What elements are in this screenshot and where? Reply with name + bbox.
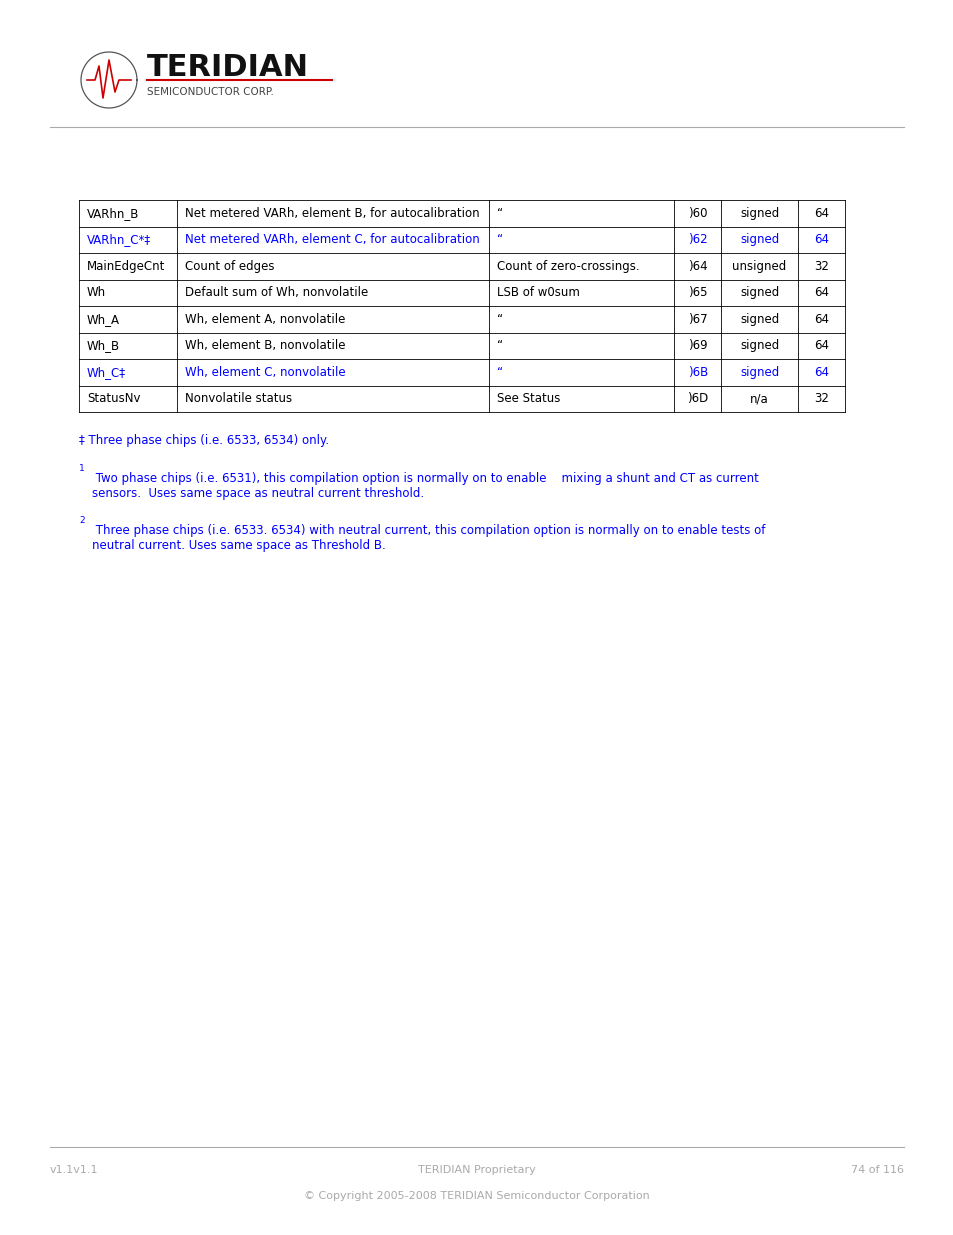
Text: signed: signed	[740, 366, 779, 379]
Text: signed: signed	[740, 340, 779, 352]
Text: Wh_C‡: Wh_C‡	[87, 366, 126, 379]
Text: © Copyright 2005-2008 TERIDIAN Semiconductor Corporation: © Copyright 2005-2008 TERIDIAN Semicondu…	[304, 1191, 649, 1200]
Text: Nonvolatile status: Nonvolatile status	[185, 393, 292, 405]
Text: StatusNv: StatusNv	[87, 393, 140, 405]
Text: ‡ Three phase chips (i.e. 6533, 6534) only.: ‡ Three phase chips (i.e. 6533, 6534) on…	[79, 433, 329, 447]
Text: )69: )69	[687, 340, 707, 352]
Text: )6B: )6B	[687, 366, 707, 379]
Text: Wh_B: Wh_B	[87, 340, 120, 352]
Text: )6D: )6D	[686, 393, 708, 405]
Text: Count of zero-crossings.: Count of zero-crossings.	[497, 259, 639, 273]
Text: Three phase chips (i.e. 6533. 6534) with neutral current, this compilation optio: Three phase chips (i.e. 6533. 6534) with…	[91, 524, 764, 552]
Text: TERIDIAN: TERIDIAN	[147, 53, 309, 83]
Text: See Status: See Status	[497, 393, 559, 405]
Text: )64: )64	[687, 259, 707, 273]
Text: Wh: Wh	[87, 287, 106, 299]
Text: 64: 64	[813, 366, 828, 379]
Text: signed: signed	[740, 233, 779, 246]
Text: Net metered VARh, element B, for autocalibration: Net metered VARh, element B, for autocal…	[185, 206, 478, 220]
Text: 64: 64	[813, 287, 828, 299]
Text: Wh_A: Wh_A	[87, 312, 120, 326]
Text: “: “	[497, 312, 502, 326]
Text: LSB of w0sum: LSB of w0sum	[497, 287, 578, 299]
Text: 32: 32	[813, 393, 828, 405]
Text: “: “	[497, 206, 502, 220]
Text: “: “	[497, 233, 502, 246]
Text: “: “	[497, 340, 502, 352]
Text: 1: 1	[79, 464, 85, 473]
Text: n/a: n/a	[749, 393, 768, 405]
Text: 64: 64	[813, 233, 828, 246]
Text: )60: )60	[687, 206, 707, 220]
Text: Wh, element B, nonvolatile: Wh, element B, nonvolatile	[185, 340, 345, 352]
Text: v1.1v1.1: v1.1v1.1	[50, 1165, 98, 1174]
Text: 2: 2	[79, 516, 85, 525]
Text: Wh, element C, nonvolatile: Wh, element C, nonvolatile	[185, 366, 345, 379]
Text: SEMICONDUCTOR CORP.: SEMICONDUCTOR CORP.	[147, 86, 274, 98]
Text: 64: 64	[813, 340, 828, 352]
Text: signed: signed	[740, 312, 779, 326]
Text: signed: signed	[740, 287, 779, 299]
Text: Wh, element A, nonvolatile: Wh, element A, nonvolatile	[185, 312, 345, 326]
Text: Count of edges: Count of edges	[185, 259, 274, 273]
Text: 64: 64	[813, 312, 828, 326]
Text: TERIDIAN Proprietary: TERIDIAN Proprietary	[417, 1165, 536, 1174]
Text: 74 of 116: 74 of 116	[850, 1165, 903, 1174]
Text: Two phase chips (i.e. 6531), this compilation option is normally on to enable   : Two phase chips (i.e. 6531), this compil…	[91, 472, 758, 500]
Text: MainEdgeCnt: MainEdgeCnt	[87, 259, 165, 273]
Text: VARhn_B: VARhn_B	[87, 206, 139, 220]
Text: 64: 64	[813, 206, 828, 220]
Text: )65: )65	[687, 287, 707, 299]
Text: )67: )67	[687, 312, 707, 326]
Text: )62: )62	[687, 233, 707, 246]
Text: VARhn_C*‡: VARhn_C*‡	[87, 233, 151, 246]
Text: Default sum of Wh, nonvolatile: Default sum of Wh, nonvolatile	[185, 287, 368, 299]
Text: Net metered VARh, element C, for autocalibration: Net metered VARh, element C, for autocal…	[185, 233, 478, 246]
Text: signed: signed	[740, 206, 779, 220]
Text: “: “	[497, 366, 502, 379]
Text: 32: 32	[813, 259, 828, 273]
Text: unsigned: unsigned	[732, 259, 786, 273]
